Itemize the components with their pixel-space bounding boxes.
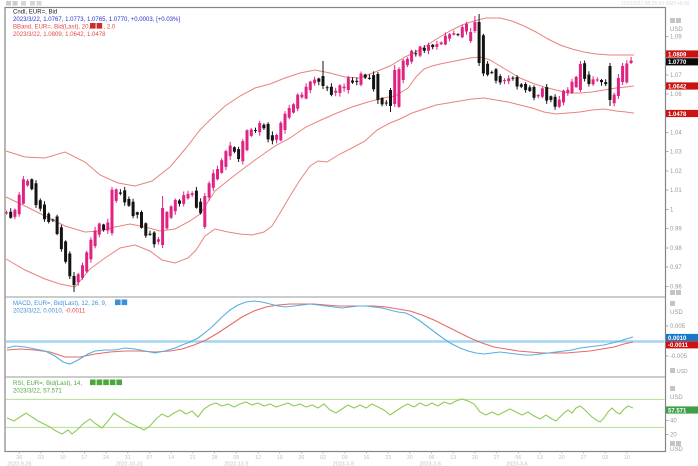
- svg-text:12: 12: [255, 455, 261, 461]
- svg-text:1.09: 1.09: [670, 35, 682, 41]
- svg-text:USD: USD: [670, 447, 683, 453]
- svg-text:1.07: 1.07: [670, 73, 682, 79]
- svg-text:06: 06: [515, 455, 521, 461]
- svg-text:16: 16: [364, 455, 370, 461]
- svg-text:13: 13: [450, 455, 456, 461]
- svg-text:0.98: 0.98: [670, 246, 682, 252]
- svg-text:26: 26: [16, 455, 22, 461]
- svg-text:, 2.0: , 2.0: [104, 25, 116, 31]
- svg-text:23: 23: [385, 455, 391, 461]
- svg-text:06: 06: [429, 455, 435, 461]
- svg-text:20: 20: [472, 455, 478, 461]
- svg-text:USD: USD: [670, 27, 683, 33]
- svg-text:2023-1-9: 2023-1-9: [333, 462, 354, 466]
- svg-text:2023/3/22, 1.0767, 1.0773, 1.0: 2023/3/22, 1.0767, 1.0773, 1.0765, 1.077…: [13, 17, 180, 23]
- svg-text:28: 28: [212, 455, 218, 461]
- svg-text:27: 27: [581, 455, 587, 461]
- svg-text:2023/3/22 08:25:43 GMT+8:00: 2023/3/22 08:25:43 GMT+8:00: [621, 1, 689, 7]
- svg-text:40: 40: [670, 419, 677, 425]
- svg-text:10: 10: [624, 455, 630, 461]
- svg-text:31: 31: [125, 455, 131, 461]
- svg-text:2022-9-26: 2022-9-26: [7, 462, 31, 466]
- svg-text:1.06: 1.06: [670, 92, 682, 98]
- svg-text:2023-3-6: 2023-3-6: [506, 462, 527, 466]
- svg-text:2023/3/22, 0.0010, -0.0011: 2023/3/22, 0.0010, -0.0011: [13, 309, 86, 315]
- svg-text:09: 09: [342, 455, 348, 461]
- svg-text:1.04: 1.04: [670, 131, 682, 137]
- svg-text:2022-12-5: 2022-12-5: [224, 462, 248, 466]
- svg-text:1.0770: 1.0770: [668, 60, 687, 66]
- svg-text:21: 21: [190, 455, 196, 461]
- svg-text:57.571: 57.571: [668, 408, 687, 414]
- svg-text:0.99: 0.99: [670, 227, 682, 233]
- svg-text:20: 20: [559, 455, 565, 461]
- svg-text:0.97: 0.97: [670, 265, 682, 271]
- svg-text:BBand, EUR=, Bid(Last), 20,: BBand, EUR=, Bid(Last), 20,: [13, 25, 90, 31]
- svg-text:1.03: 1.03: [670, 150, 682, 156]
- svg-text:02: 02: [320, 455, 326, 461]
- svg-text:26: 26: [298, 455, 304, 461]
- svg-text:20: 20: [670, 433, 677, 439]
- svg-text:19: 19: [277, 455, 283, 461]
- svg-text:2023/3/22, 57.571: 2023/3/22, 57.571: [13, 389, 62, 395]
- svg-text:1.0642: 1.0642: [668, 84, 687, 90]
- svg-text:27: 27: [494, 455, 500, 461]
- svg-text:1.02: 1.02: [670, 169, 682, 175]
- svg-text:03: 03: [602, 455, 608, 461]
- svg-text:0.0010: 0.0010: [668, 336, 687, 342]
- svg-text:2023-2-6: 2023-2-6: [420, 462, 441, 466]
- svg-text:USD: USD: [670, 310, 683, 316]
- svg-text:30: 30: [407, 455, 413, 461]
- svg-text:03: 03: [38, 455, 44, 461]
- svg-text:1.0478: 1.0478: [668, 112, 687, 118]
- svg-text:0.96: 0.96: [670, 285, 682, 291]
- svg-text:17: 17: [81, 455, 87, 461]
- svg-text:RSI, EUR=, Bid(Last), 14,: RSI, EUR=, Bid(Last), 14,: [13, 381, 82, 387]
- svg-text:MACD, EUR=, Bid(Last), 12, 26,: MACD, EUR=, Bid(Last), 12, 26, 9,: [13, 301, 107, 307]
- svg-text:10: 10: [60, 455, 66, 461]
- svg-text:1.01: 1.01: [670, 188, 682, 194]
- svg-text:05: 05: [233, 455, 239, 461]
- svg-text:Cndl, EUR=, Bid: Cndl, EUR=, Bid: [13, 10, 57, 16]
- svg-text:-0.005: -0.005: [670, 354, 688, 360]
- svg-text:2022-10-31: 2022-10-31: [116, 462, 143, 466]
- svg-text:1: 1: [670, 208, 674, 214]
- svg-text:-0.0011: -0.0011: [668, 343, 689, 349]
- svg-text:13: 13: [537, 455, 543, 461]
- svg-text:14: 14: [168, 455, 174, 461]
- svg-text:24: 24: [103, 455, 109, 461]
- svg-text:USD: USD: [677, 369, 688, 375]
- svg-text:2023/3/22, 1.0809, 1.0642, 1.0: 2023/3/22, 1.0809, 1.0642, 1.0478: [13, 32, 106, 38]
- svg-text:0.005: 0.005: [670, 324, 686, 330]
- svg-text:USD: USD: [670, 395, 683, 401]
- svg-text:1.0809: 1.0809: [668, 52, 687, 58]
- svg-text:07: 07: [147, 455, 153, 461]
